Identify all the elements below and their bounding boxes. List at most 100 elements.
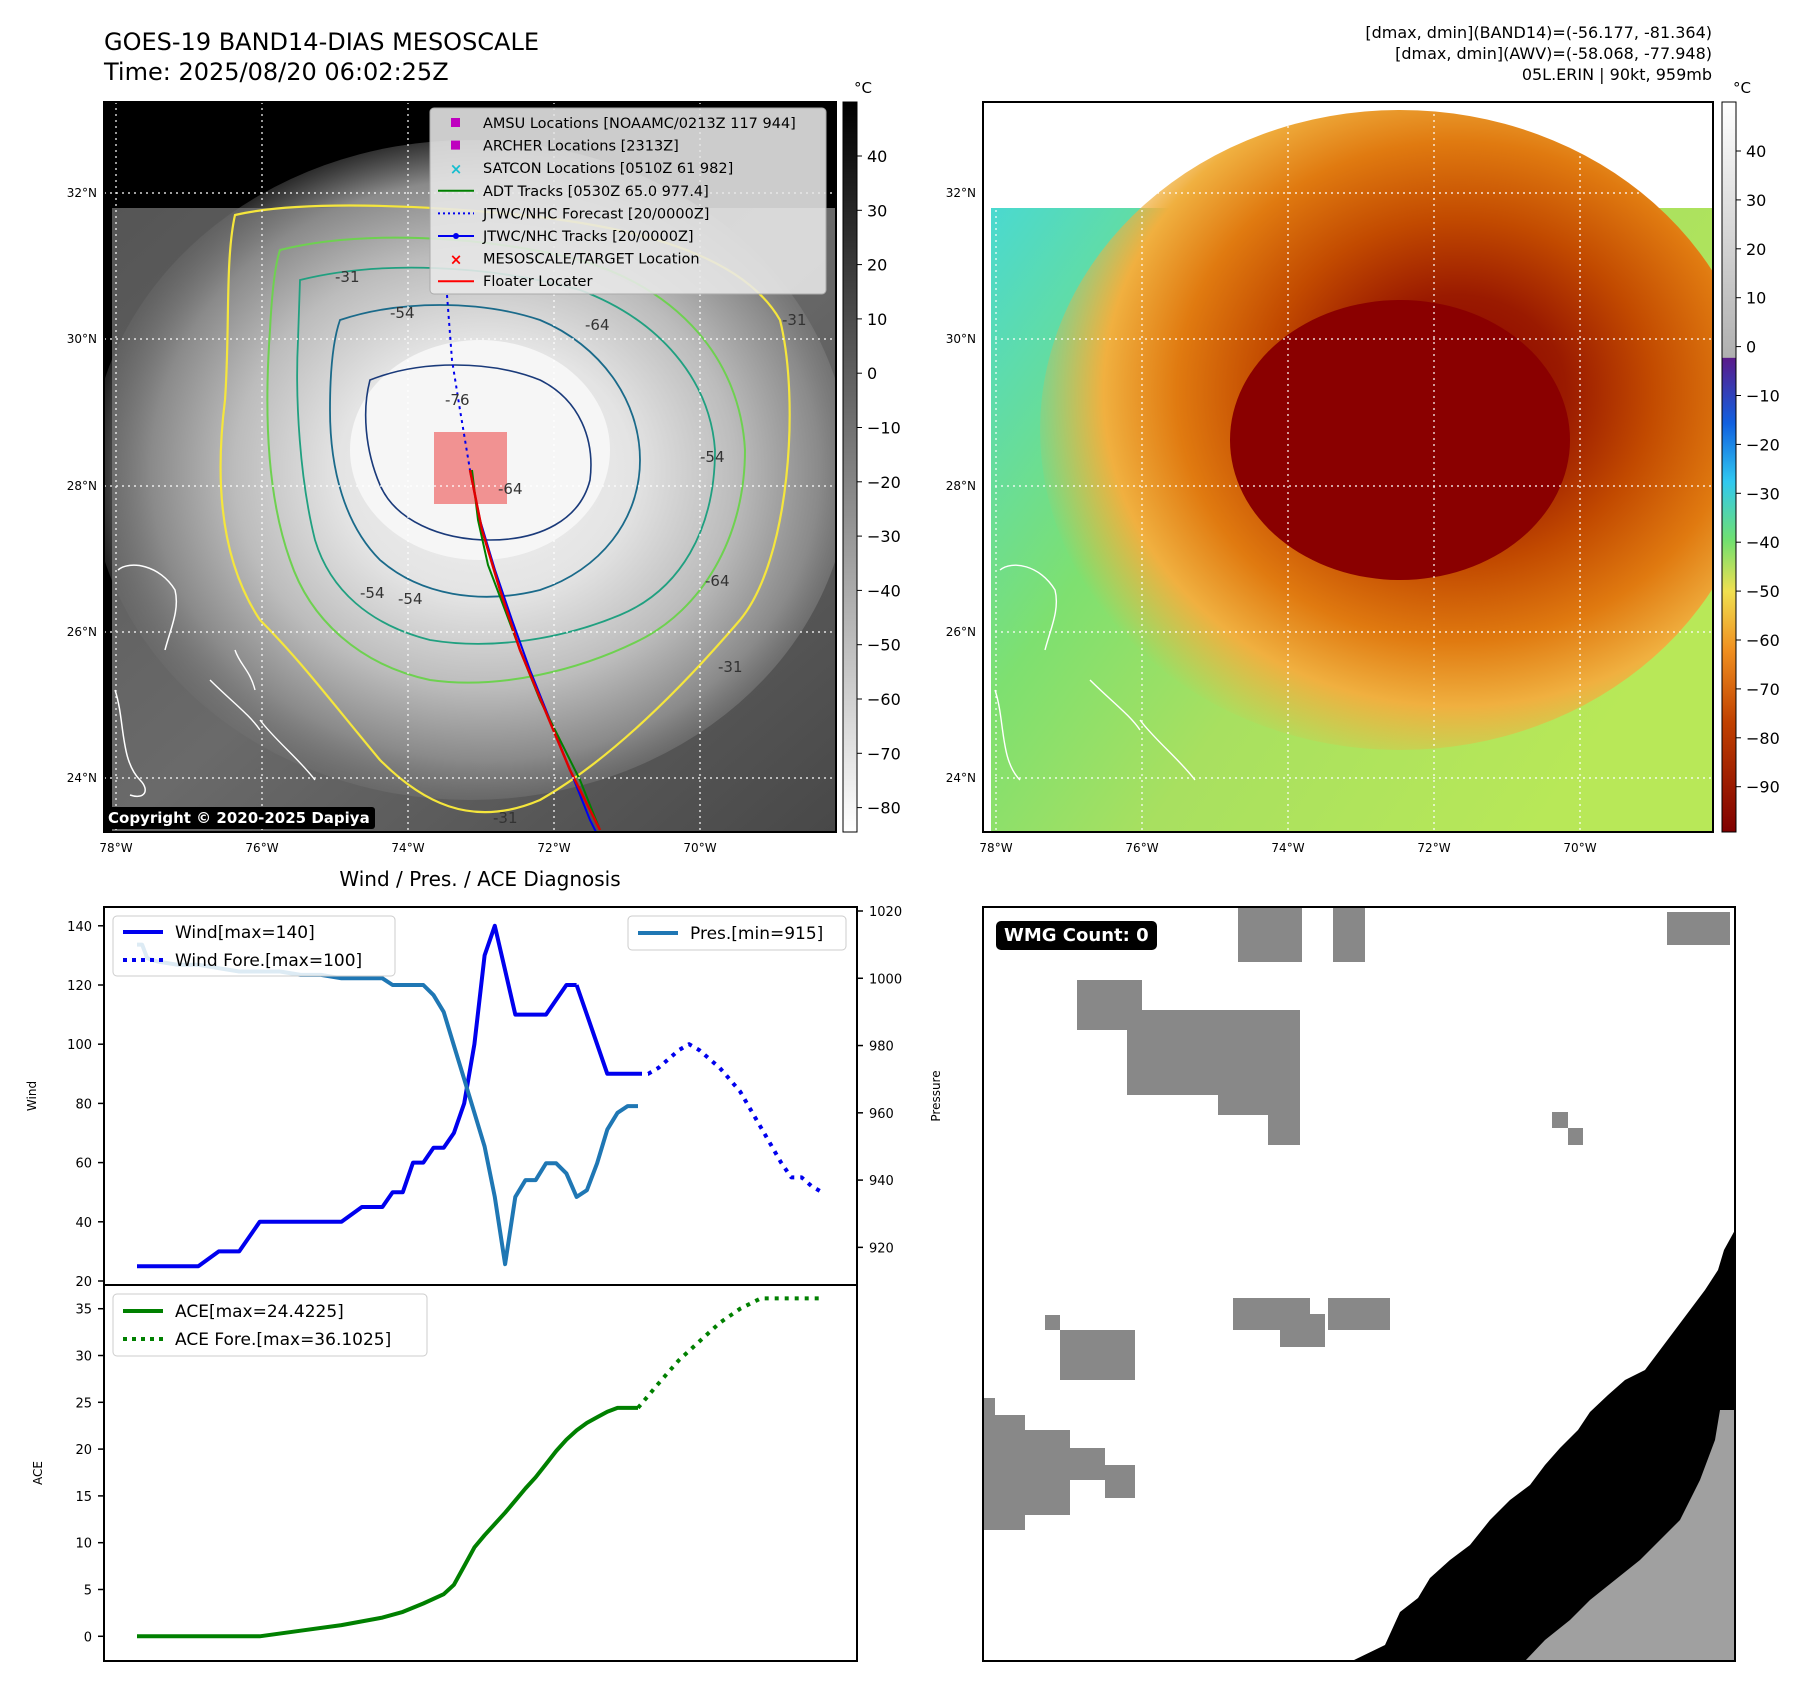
ace-legend: ACE[max=24.4225] ACE Fore.[max=36.1025]: [112, 1293, 428, 1357]
colorbar-tick-label: 0: [867, 364, 877, 383]
colorbar-tick-label: −50: [867, 636, 901, 655]
wmg-blocks: [983, 907, 1735, 1661]
colorbar-tick-label: −20: [1746, 435, 1780, 454]
color-lon-label: 74°W: [1271, 841, 1304, 855]
axis-tick-label: 35: [75, 1303, 92, 1318]
axis-tick-label: 10: [75, 1537, 92, 1552]
legend-label: MESOSCALE/TARGET Location: [483, 252, 700, 268]
ir-lon-labels: 78°W 76°W 74°W 72°W 70°W: [99, 841, 716, 855]
color-lat-labels: 32°N 30°N 28°N 26°N 24°N: [946, 186, 976, 785]
legend-label: Floater Locater: [483, 274, 592, 290]
color-lat-label: 28°N: [946, 479, 976, 493]
diagnosis-title: Wind / Pres. / ACE Diagnosis: [339, 867, 620, 891]
legend-row: JTWC/NHC Tracks [20/0000Z]: [438, 229, 694, 245]
wmg-gray-region: [1525, 1410, 1735, 1661]
series-line-1: [574, 984, 638, 1076]
axis-tick-label: 60: [75, 1157, 92, 1172]
colorbar-tick-label: 10: [867, 310, 887, 329]
main-title-line1: GOES-19 BAND14-DIAS MESOSCALE: [104, 28, 539, 56]
colorbar-tick-label: −60: [1746, 631, 1780, 650]
legend-row: ARCHER Locations [2313Z]: [451, 139, 679, 155]
contour-label: -54: [700, 448, 725, 466]
legend-label: AMSU Locations [NOAAMC/0213Z 117 944]: [483, 116, 796, 132]
coastline-bahamas: [209, 649, 316, 781]
coastline-florida: [114, 564, 177, 797]
legend-ace: ACE[max=24.4225]: [175, 1302, 344, 1322]
contour-label: -31: [493, 809, 518, 827]
axis-tick-label: 940: [869, 1174, 894, 1189]
colorbar-tick-label: −70: [1746, 680, 1780, 699]
ir-lat-labels: 32°N 30°N 28°N 26°N 24°N: [67, 186, 97, 785]
axis-tick-label: 1020: [869, 905, 902, 920]
contour-label: -54: [398, 590, 423, 608]
color-lon-label: 78°W: [979, 841, 1012, 855]
contour-label: -64: [585, 316, 610, 334]
series-line-2: [638, 1042, 824, 1194]
axis-tick-label: 40: [75, 1216, 92, 1231]
floater-track: [468, 469, 602, 831]
wmg-cloud-1: [1077, 907, 1730, 1145]
ir-lon-label: 78°W: [99, 841, 132, 855]
wind-panel: 140 120 100 80 60 40 20 1020 1000 980 960 940 920 W…: [25, 905, 943, 1290]
color-grid: [983, 102, 1713, 832]
wind-legend: Wind[max=140] Wind Fore.[max=100]: [112, 915, 396, 977]
colorbar-tick-label: −10: [1746, 387, 1780, 406]
legend-label: JTWC/NHC Tracks [20/0000Z]: [482, 229, 694, 245]
contour-64: [329, 304, 641, 598]
colorbar-tick-label: −50: [1746, 582, 1780, 601]
colorbar-tick-label: 20: [1746, 240, 1766, 259]
legend-row: ADT Tracks [0530Z 65.0 977.4]: [438, 184, 709, 200]
colorbar-tick-label: −40: [1746, 533, 1780, 552]
contour-label: -31: [718, 658, 743, 676]
axis-tick-label: 120: [67, 979, 92, 994]
ir-colorbar: °C 40 30 20 10 0 −10 −20 −30 −40 −50 −60 −70 −80: [842, 79, 901, 833]
ir-lon-label: 72°W: [537, 841, 570, 855]
info-line1: [dmax, dmin](BAND14)=(-56.177, -81.364): [1365, 23, 1712, 42]
axis-tick-label: 0: [84, 1630, 92, 1645]
wmg-cloud-2: [1045, 1298, 1390, 1380]
floater-box: [434, 432, 507, 504]
color-lon-label: 70°W: [1563, 841, 1596, 855]
ace-ylabel: ACE: [31, 1461, 45, 1485]
color-lon-label: 72°W: [1417, 841, 1450, 855]
legend-wind-forecast: Wind Fore.[max=100]: [175, 951, 362, 971]
legend-x-marker: ×: [450, 160, 463, 178]
colorbar-tick-label: −40: [867, 581, 901, 600]
axis-tick-label: 20: [75, 1275, 92, 1290]
axis-tick-label: 15: [75, 1490, 92, 1505]
color-lat-label: 30°N: [946, 332, 976, 346]
colorbar-tick-label: 40: [867, 147, 887, 166]
wmg-panel: [982, 906, 1736, 1662]
axis-tick-label: 920: [869, 1241, 894, 1256]
contour-label: -54: [360, 584, 385, 602]
color-colorbar: °C 40 30 20 10 0 −10 −20 −30 −40 −50 −60 −70 −80 −90: [1721, 79, 1780, 833]
contour-label: -76: [445, 391, 470, 409]
axis-tick-label: 20: [75, 1443, 92, 1458]
info-line3: 05L.ERIN | 90kt, 959mb: [1522, 65, 1712, 84]
coastline-color-florida: [994, 564, 1057, 781]
copyright-badge: Copyright © 2020-2025 Dapiya: [103, 807, 375, 829]
axis-tick-label: 960: [869, 1107, 894, 1122]
legend-square-marker: [451, 118, 460, 127]
legend-square-marker: [451, 140, 460, 150]
colorbar-tick-label: 40: [1746, 142, 1766, 161]
colorbar-tick-label: 30: [867, 201, 887, 220]
series-line-0: [137, 923, 577, 1269]
color-lat-label: 32°N: [946, 186, 976, 200]
axis-tick-label: 80: [75, 1097, 92, 1112]
legend-label: ADT Tracks [0530Z 65.0 977.4]: [483, 184, 709, 200]
legend-row: × MESOSCALE/TARGET Location: [450, 251, 700, 269]
legend-row: Floater Locater: [438, 274, 592, 290]
main-title-line2: Time: 2025/08/20 06:02:25Z: [103, 58, 449, 86]
legend-ace-forecast: ACE Fore.[max=36.1025]: [175, 1330, 391, 1350]
ir-lon-label: 70°W: [683, 841, 716, 855]
axis-tick-label: 980: [869, 1040, 894, 1055]
legend-label: ARCHER Locations [2313Z]: [483, 139, 679, 155]
axis-tick-label: 140: [67, 920, 92, 935]
legend-dot-marker: [453, 233, 459, 239]
ir-lat-label: 30°N: [67, 332, 97, 346]
colorbar-tick-label: −30: [867, 527, 901, 546]
wmg-cloud-3: [983, 1398, 1135, 1530]
coastline-color-bahamas: [1089, 679, 1196, 781]
colorbar-tick-label: −10: [867, 419, 901, 438]
